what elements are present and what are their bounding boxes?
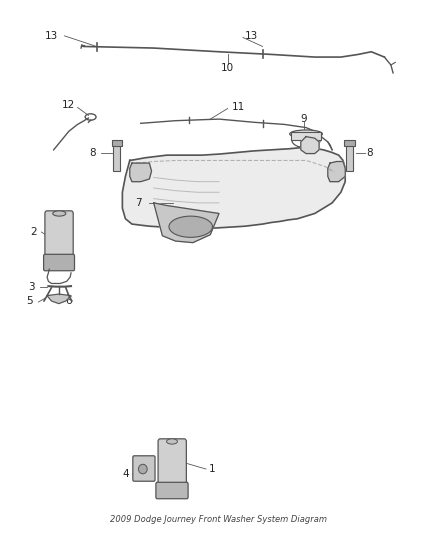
Text: 10: 10 [221,63,234,72]
Text: 6: 6 [66,296,72,306]
Polygon shape [47,294,71,304]
Text: 13: 13 [245,31,258,41]
Ellipse shape [290,130,322,138]
FancyBboxPatch shape [133,456,155,481]
Text: 12: 12 [62,100,75,110]
Ellipse shape [53,211,66,216]
Text: 2: 2 [31,227,37,237]
Text: 3: 3 [28,281,34,292]
FancyBboxPatch shape [45,211,73,261]
Ellipse shape [138,464,147,474]
FancyBboxPatch shape [113,144,120,171]
Text: 2009 Dodge Journey Front Washer System Diagram: 2009 Dodge Journey Front Washer System D… [110,515,328,523]
Ellipse shape [169,216,212,237]
FancyBboxPatch shape [44,254,74,271]
Ellipse shape [166,439,177,444]
Polygon shape [154,203,219,243]
Polygon shape [130,163,152,182]
FancyBboxPatch shape [112,140,122,146]
Text: 11: 11 [232,102,245,112]
FancyBboxPatch shape [344,140,355,146]
Text: 4: 4 [122,470,129,479]
Text: 7: 7 [135,198,142,208]
FancyBboxPatch shape [346,144,353,171]
Text: 8: 8 [89,148,96,158]
FancyBboxPatch shape [291,132,321,140]
Text: 9: 9 [300,114,307,124]
Polygon shape [122,147,345,228]
Text: 8: 8 [366,148,372,158]
FancyBboxPatch shape [156,482,188,499]
Polygon shape [301,136,319,154]
Text: 1: 1 [209,464,216,474]
FancyBboxPatch shape [158,439,186,489]
Text: 13: 13 [45,31,58,41]
Polygon shape [328,161,345,182]
Text: 5: 5 [26,296,33,306]
